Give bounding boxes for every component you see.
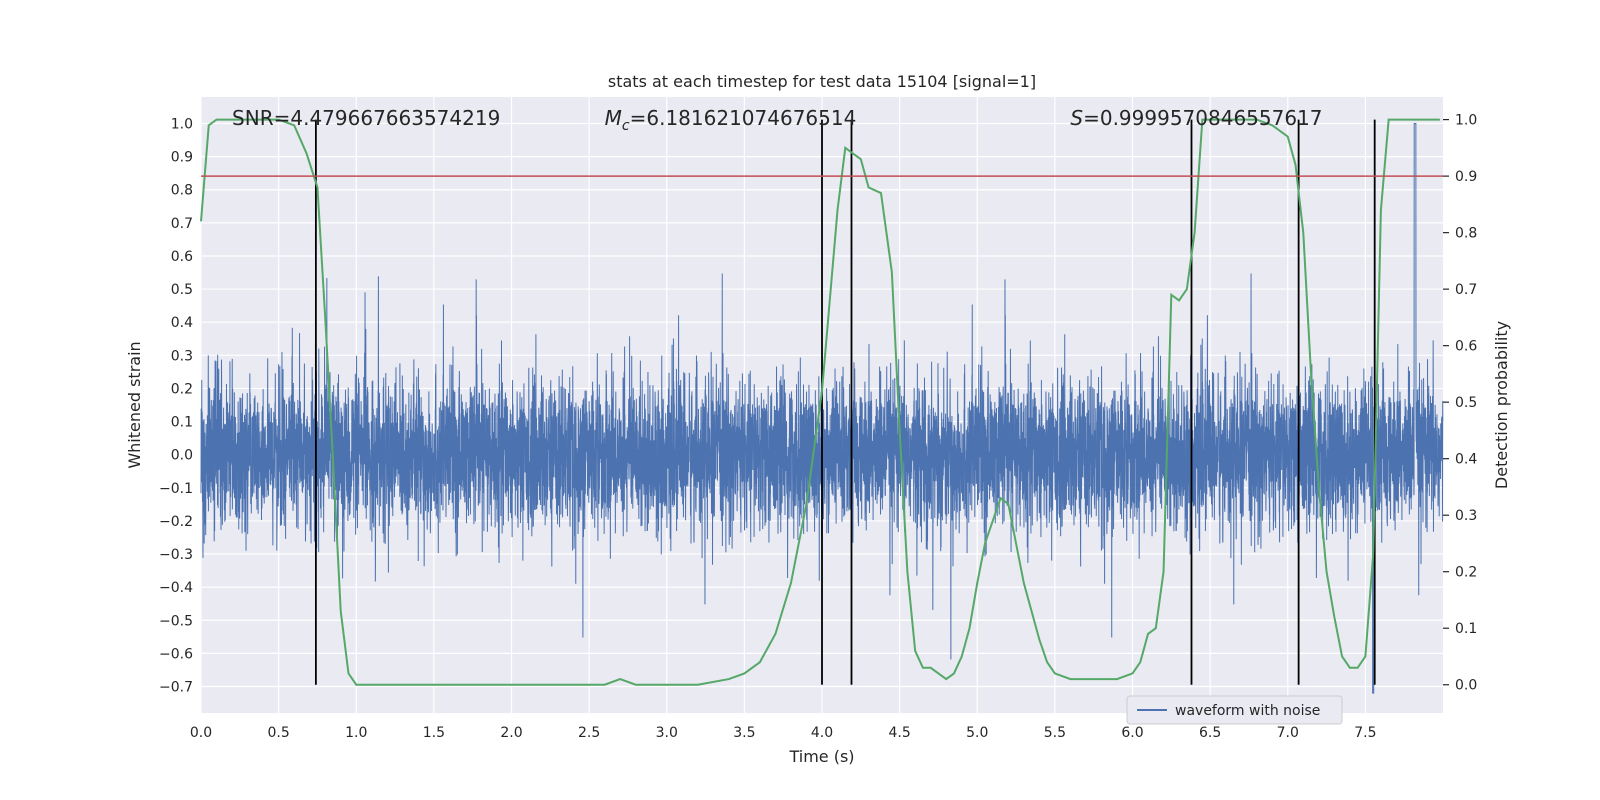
legend: waveform with noise [1126, 695, 1343, 725]
x-tick-label: 7.5 [1354, 725, 1376, 741]
y-left-tick-label: 0.8 [171, 183, 193, 199]
x-tick-label: 2.0 [500, 725, 522, 741]
x-tick-label: 4.5 [888, 725, 910, 741]
y-right-tick-label: 0.5 [1455, 395, 1477, 411]
y-left-tick-label: 0.9 [171, 150, 193, 166]
y-left-tick-label: 0.1 [171, 415, 193, 431]
x-tick-label: 2.5 [578, 725, 600, 741]
x-tick-label: 5.0 [966, 725, 988, 741]
y-left-axis-label: Whitened strain [125, 341, 144, 468]
y-left-tick-label: 0.0 [171, 448, 193, 464]
x-tick-label: 0.5 [267, 725, 289, 741]
annotation-text: Mc=6.181621074676514 [605, 106, 857, 134]
y-left-tick-label: 0.3 [171, 348, 193, 364]
x-tick-label: 1.0 [345, 725, 367, 741]
y-right-tick-label: 0.4 [1455, 452, 1477, 468]
y-left-tick-label: −0.7 [159, 680, 193, 696]
legend-box [1126, 695, 1343, 725]
y-right-tick-label: 0.7 [1455, 282, 1477, 298]
y-right-tick-label: 1.0 [1455, 113, 1477, 129]
y-right-axis-label: Detection probability [1492, 321, 1511, 489]
y-right-tick-label: 0.6 [1455, 339, 1477, 355]
annotation-text: SNR=4.479667663574219 [232, 106, 500, 130]
y-left-tick-label: 0.7 [171, 216, 193, 232]
legend-label-waveform: waveform with noise [1175, 703, 1320, 719]
y-left-tick-label: −0.6 [159, 646, 193, 662]
x-tick-label: 3.0 [656, 725, 678, 741]
y-right-axis-ticks: 1.0 0.9 0.8 0.7 0.6 0.5 0.4 0.3 0.2 0.1 0.0 [1443, 113, 1477, 694]
x-tick-label: 5.5 [1044, 725, 1066, 741]
vertical-markers [314, 119, 1376, 685]
x-tick-label: 6.5 [1199, 725, 1221, 741]
y-left-tick-label: 0.4 [171, 315, 193, 331]
x-axis-ticks: 0.0 0.5 1.0 1.5 2.0 2.5 3.0 3.5 4.0 4.5 5.0 5.5 6.0 6… [190, 725, 1377, 741]
x-tick-label: 7.0 [1277, 725, 1299, 741]
y-right-tick-label: 0.9 [1455, 169, 1477, 185]
y-left-tick-label: 0.5 [171, 282, 193, 298]
x-tick-label: 6.0 [1121, 725, 1143, 741]
y-left-tick-label: −0.1 [159, 481, 193, 497]
x-tick-label: 4.0 [811, 725, 833, 741]
y-right-tick-label: 0.8 [1455, 226, 1477, 242]
annotations: SNR=4.479667663574219 Mc=6.18162107467651… [232, 106, 1322, 134]
y-left-tick-label: 1.0 [171, 116, 193, 132]
x-tick-label: 1.5 [423, 725, 445, 741]
y-left-tick-label: −0.3 [159, 547, 193, 563]
y-left-tick-label: 0.6 [171, 249, 193, 265]
x-tick-label: 3.5 [733, 725, 755, 741]
y-right-tick-label: 0.1 [1455, 621, 1477, 637]
y-left-tick-label: 0.2 [171, 381, 193, 397]
x-tick-label: 0.0 [190, 725, 212, 741]
y-left-axis-ticks: 1.0 0.9 0.8 0.7 0.6 0.5 0.4 0.3 0.2 0.1 0.0 −0.1 −0.… [159, 116, 193, 695]
detection-probability-line [200, 118, 1440, 686]
y-right-tick-label: 0.3 [1455, 508, 1477, 524]
probability-series [200, 118, 1440, 686]
y-left-tick-label: −0.4 [159, 580, 193, 596]
y-right-tick-label: 0.2 [1455, 565, 1477, 581]
x-axis-label: Time (s) [788, 747, 854, 766]
y-left-tick-label: −0.5 [159, 613, 193, 629]
chart-title: stats at each timestep for test data 151… [608, 72, 1036, 91]
y-right-tick-label: 0.0 [1455, 678, 1477, 694]
y-left-tick-label: −0.2 [159, 514, 193, 530]
annotation-text: S=0.9999570846557617 [1070, 106, 1322, 130]
